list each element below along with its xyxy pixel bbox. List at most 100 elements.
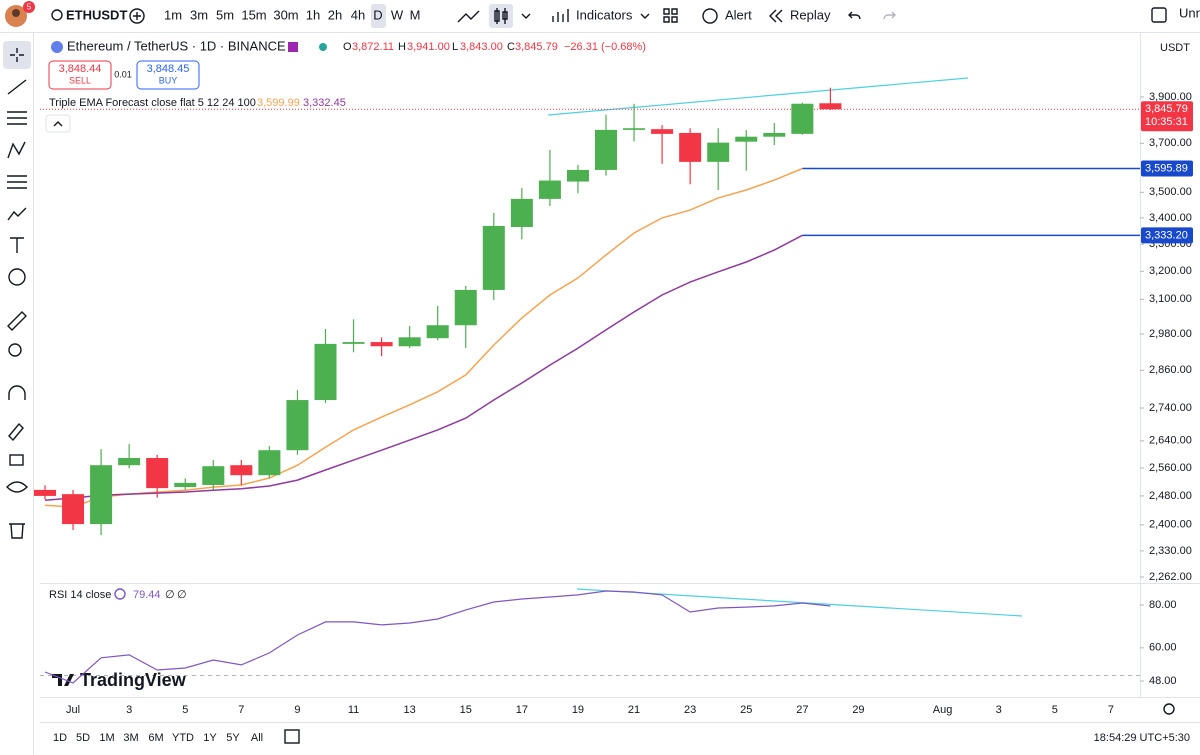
alert-icon	[702, 8, 718, 24]
layouts-icon[interactable]	[663, 8, 678, 23]
range-button[interactable]: 5Y	[226, 732, 240, 744]
add-symbol[interactable]	[129, 8, 145, 24]
interval[interactable]: 3m	[190, 7, 208, 22]
interval[interactable]: M	[410, 7, 421, 22]
x-tick-label: 9	[294, 704, 300, 716]
forecast-tool[interactable]	[7, 175, 27, 189]
y-tick-label: 2,740.00	[1149, 402, 1192, 414]
interval[interactable]: W	[391, 7, 404, 22]
x-tick-label: 13	[404, 704, 416, 716]
indicators[interactable]: Indicators	[576, 7, 633, 22]
y-tick-label: 2,560.00	[1149, 462, 1192, 474]
magnet-tool[interactable]	[8, 385, 26, 400]
visibility-tool[interactable]	[6, 481, 28, 493]
flag[interactable]	[288, 42, 298, 52]
trendline-tool[interactable]	[7, 79, 27, 95]
y-tick-label: 2,400.00	[1149, 519, 1192, 531]
buy-button[interactable]	[136, 60, 200, 90]
settings-icon[interactable]	[1163, 703, 1175, 715]
badge	[23, 1, 35, 13]
x-tick-label: 23	[684, 704, 696, 716]
rsi-y-tick-label: 60.00	[1149, 642, 1177, 654]
y-tick-label: 2,640.00	[1149, 435, 1192, 447]
currency[interactable]: USDT	[1160, 42, 1190, 54]
y-tick-label: 3,700.00	[1149, 137, 1192, 149]
range-button[interactable]: 3M	[123, 732, 138, 744]
interval[interactable]: 30m	[273, 7, 298, 22]
interval[interactable]: 15m	[241, 7, 266, 22]
y-tick-label: 2,980.00	[1149, 328, 1192, 340]
ema-line	[44, 167, 803, 508]
chart-type-line[interactable]	[457, 10, 480, 23]
date-range-icon[interactable]	[284, 729, 300, 744]
trend-line[interactable]	[547, 77, 969, 116]
candle-body	[791, 103, 814, 134]
range-button[interactable]: YTD	[172, 732, 194, 744]
replay[interactable]: Replay	[790, 7, 831, 22]
sell-button[interactable]	[48, 60, 112, 90]
alert[interactable]: Alert	[725, 7, 752, 22]
fib-tool[interactable]	[7, 111, 27, 125]
range-button[interactable]: 1D	[53, 732, 67, 744]
interval[interactable]: 5m	[216, 7, 234, 22]
zoom-tool[interactable]	[8, 343, 22, 357]
interval[interactable]: 2h	[328, 7, 342, 22]
interval[interactable]: 1m	[164, 7, 182, 22]
candle-body	[62, 494, 85, 525]
candle-body	[118, 458, 141, 466]
rsi-extra: ∅	[165, 589, 175, 601]
collapse-button[interactable]	[45, 114, 71, 133]
candle-icon[interactable]	[494, 8, 508, 24]
price-tag-label: 3,595.89	[1145, 162, 1188, 174]
price-tag-label: 3,333.20	[1145, 229, 1188, 241]
indicator-value: 3,599.99	[257, 97, 300, 109]
emoji-tool[interactable]	[8, 268, 26, 286]
undo[interactable]	[848, 11, 861, 20]
ruler-tool[interactable]	[7, 311, 27, 331]
active-interval-bg	[371, 4, 386, 28]
range-button[interactable]: All	[251, 732, 263, 744]
candle-body	[651, 129, 674, 134]
trash-tool[interactable]	[9, 523, 25, 539]
lock-tool[interactable]	[9, 454, 24, 466]
candle-body	[202, 466, 225, 485]
symbol[interactable]: ETHUSDT	[66, 7, 127, 22]
candle-body	[34, 489, 56, 496]
search-icon	[51, 9, 63, 21]
candle-body	[566, 169, 589, 182]
range-button[interactable]: 6M	[148, 732, 163, 744]
y-tick-label: 2,860.00	[1149, 364, 1192, 376]
x-tick-label: 21	[628, 704, 640, 716]
candle-body	[707, 142, 730, 162]
layout-icon[interactable]	[1151, 7, 1167, 23]
redo[interactable]	[883, 11, 896, 20]
legend-h: H	[398, 41, 406, 53]
range-button[interactable]: 5D	[76, 732, 90, 744]
rsi-extra: ∅	[177, 589, 187, 601]
x-tick-label: Jul	[66, 704, 80, 716]
crosshair-tool[interactable]	[10, 48, 24, 62]
draw-mode-tool[interactable]	[8, 422, 24, 442]
range-button[interactable]: 1Y	[203, 732, 217, 744]
plus	[133, 12, 141, 20]
legend-l: L	[452, 41, 458, 53]
interval[interactable]: D	[373, 7, 382, 22]
interval[interactable]: 4h	[351, 7, 365, 22]
interval[interactable]: 1h	[306, 7, 320, 22]
range-button[interactable]: 1M	[99, 732, 114, 744]
symbol-title: Ethereum / TetherUS · 1D · BINANCE	[67, 38, 286, 53]
x-tick-label: 3	[126, 704, 132, 716]
x-tick-label: 17	[516, 704, 528, 716]
layout-name[interactable]: Unn	[1179, 5, 1200, 20]
x-tick-label: 7	[238, 704, 244, 716]
candle-body	[314, 343, 337, 401]
eth-logo	[51, 41, 63, 53]
legend-c-value: 3,845.79	[515, 41, 558, 53]
brush-tool[interactable]	[7, 207, 27, 221]
text-tool[interactable]	[10, 237, 24, 253]
y-tick-label: 3,400.00	[1149, 212, 1192, 224]
x-tick-label: 27	[796, 704, 808, 716]
pattern-tool[interactable]	[7, 141, 26, 159]
candle-body	[819, 103, 842, 110]
candle-body	[623, 128, 646, 130]
